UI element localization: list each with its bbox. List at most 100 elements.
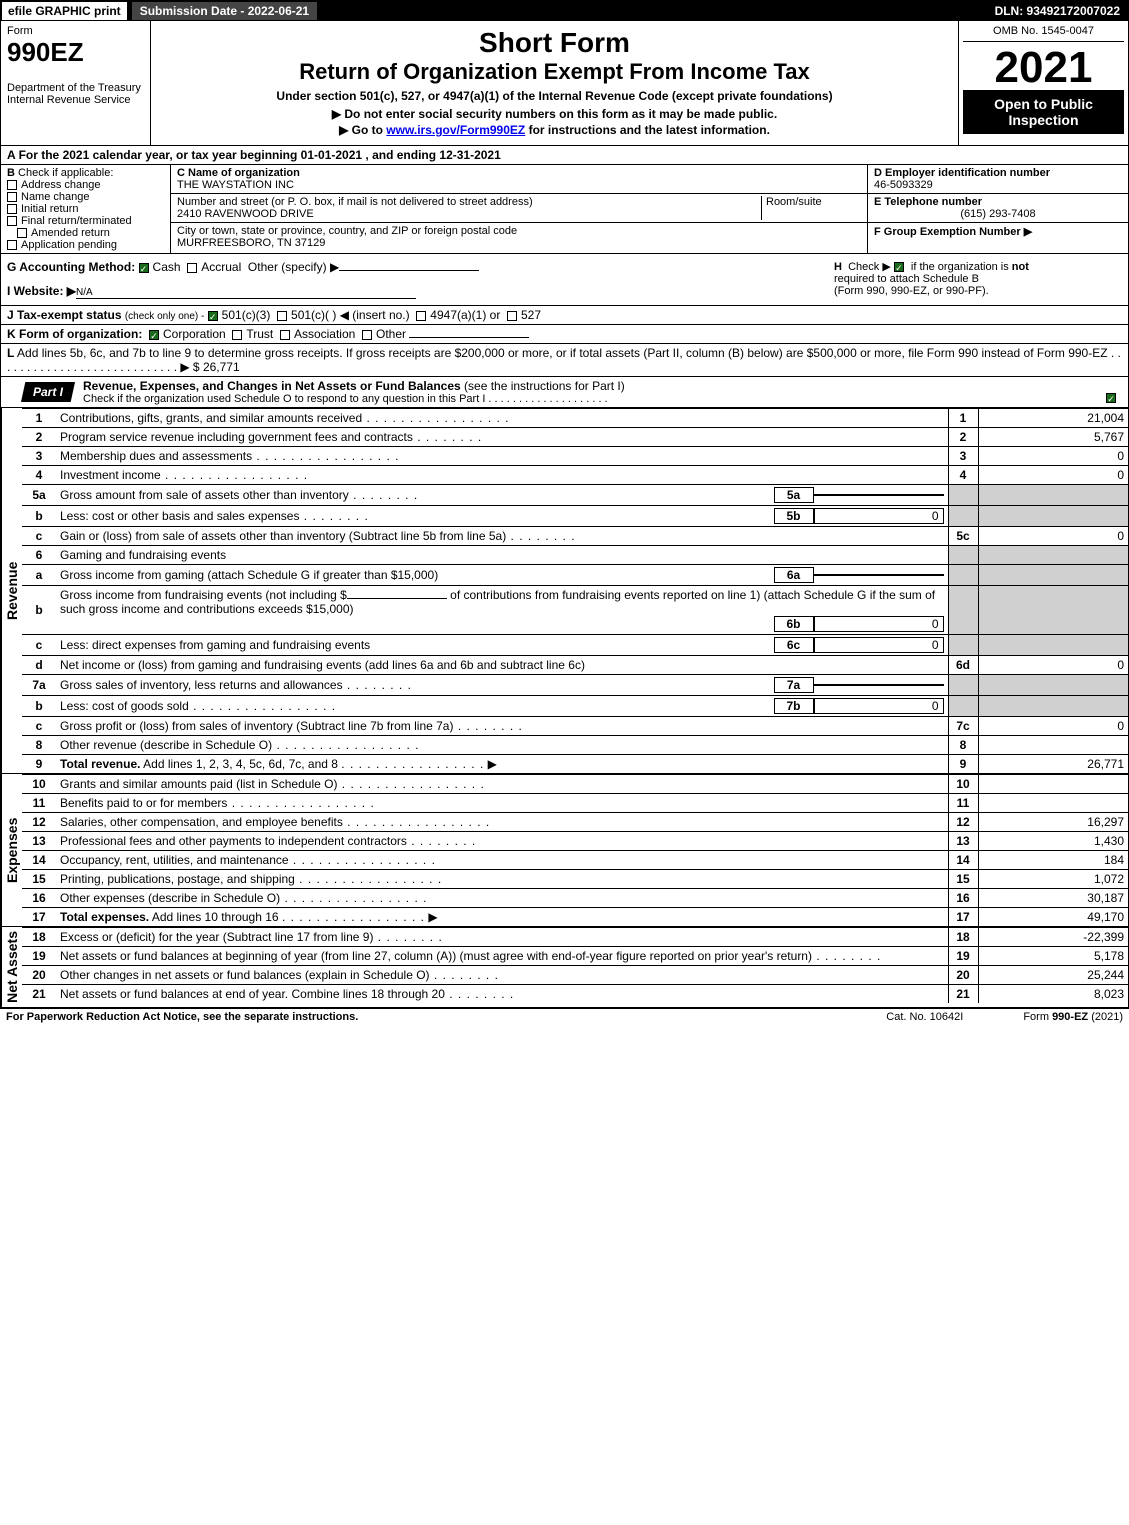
lb-501c: 501(c)( ) ◀ (insert no.) [291, 308, 410, 322]
r8-desc: Other revenue (describe in Schedule O) [56, 736, 948, 755]
r17-val: 49,170 [978, 908, 1128, 927]
cb-cash[interactable] [139, 263, 149, 273]
cb-application-pending[interactable] [7, 240, 17, 250]
lb-corporation: Corporation [163, 327, 226, 341]
row-13: 13Professional fees and other payments t… [22, 832, 1128, 851]
r6d-desc: Net income or (loss) from gaming and fun… [56, 656, 948, 675]
row-11: 11Benefits paid to or for members11 [22, 794, 1128, 813]
r6d-box: 6d [948, 656, 978, 675]
other-method-input[interactable] [339, 270, 479, 271]
r5a-sv [814, 494, 944, 496]
check-if-label: Check if applicable: [18, 167, 113, 179]
cb-amended-return[interactable] [17, 228, 27, 238]
footer-form-prefix: Form [1023, 1011, 1052, 1023]
cb-final-return[interactable] [7, 216, 17, 226]
r15-box: 15 [948, 870, 978, 889]
r11-box: 11 [948, 794, 978, 813]
cb-4947[interactable] [416, 311, 426, 321]
r20-desc: Other changes in net assets or fund bala… [56, 966, 948, 985]
website-label: I Website: ▶ [7, 284, 76, 298]
lb-address-change: Address change [21, 179, 101, 191]
part1-title: Revenue, Expenses, and Changes in Net As… [75, 377, 1128, 407]
row-6d: dNet income or (loss) from gaming and fu… [22, 656, 1128, 675]
r6b-blank[interactable] [347, 598, 447, 599]
other-org-input[interactable] [409, 337, 529, 338]
section-b: B Check if applicable: Address change Na… [1, 165, 171, 253]
dept-irs: Internal Revenue Service [7, 94, 144, 106]
cb-corporation[interactable] [149, 330, 159, 340]
netassets-section: Net Assets 18Excess or (deficit) for the… [1, 927, 1128, 1008]
cb-other-org[interactable] [362, 330, 372, 340]
cb-trust[interactable] [232, 330, 242, 340]
r2-val: 5,767 [978, 428, 1128, 447]
r5a-desc: Gross amount from sale of assets other t… [60, 488, 774, 502]
lb-association: Association [294, 327, 355, 341]
street-value: 2410 RAVENWOOD DRIVE [177, 208, 314, 220]
cb-schedule-o[interactable] [1106, 393, 1116, 403]
row-12: 12Salaries, other compensation, and empl… [22, 813, 1128, 832]
cb-association[interactable] [280, 330, 290, 340]
r1-num: 1 [22, 409, 56, 428]
h-not: not [1012, 261, 1029, 273]
footer-formno: Form 990-EZ (2021) [1023, 1011, 1123, 1023]
lb-amended-return: Amended return [31, 227, 110, 239]
r7a-desc: Gross sales of inventory, less returns a… [60, 678, 774, 692]
r11-num: 11 [22, 794, 56, 813]
r5b-desc: Less: cost or other basis and sales expe… [60, 509, 774, 523]
r10-num: 10 [22, 775, 56, 794]
r6c-num: c [22, 635, 56, 656]
cb-501c3[interactable] [208, 311, 218, 321]
header-right: OMB No. 1545-0047 2021 Open to Public In… [958, 21, 1128, 145]
r16-box: 16 [948, 889, 978, 908]
goto-prefix: ▶ Go to [339, 123, 386, 137]
r2-num: 2 [22, 428, 56, 447]
subtitle-section: Under section 501(c), 527, or 4947(a)(1)… [157, 89, 952, 103]
cb-name-change[interactable] [7, 192, 17, 202]
r21-box: 21 [948, 985, 978, 1004]
r19-box: 19 [948, 947, 978, 966]
r6a-box [948, 565, 978, 586]
r2-desc: Program service revenue including govern… [56, 428, 948, 447]
r6c-sb: 6c [774, 637, 814, 653]
h-label: H [834, 261, 842, 273]
cb-501c[interactable] [277, 311, 287, 321]
r18-val: -22,399 [978, 928, 1128, 947]
row-6: 6Gaming and fundraising events [22, 546, 1128, 565]
h-text1: Check ▶ [848, 261, 894, 273]
j-sub: (check only one) - [125, 311, 204, 322]
r7c-val: 0 [978, 717, 1128, 736]
l-value: 26,771 [203, 360, 240, 374]
r7b-box [948, 696, 978, 717]
r13-desc: Professional fees and other payments to … [56, 832, 948, 851]
r10-val [978, 775, 1128, 794]
section-a-label: A [7, 148, 15, 162]
row-2: 2Program service revenue including gover… [22, 428, 1128, 447]
cb-accrual[interactable] [187, 263, 197, 273]
header-left: Form 990EZ Department of the Treasury In… [1, 21, 151, 145]
cb-527[interactable] [507, 311, 517, 321]
r14-num: 14 [22, 851, 56, 870]
r6a-sb: 6a [774, 567, 814, 583]
cb-schedule-b[interactable] [894, 262, 904, 272]
footer-form-bold: 990-EZ [1052, 1011, 1088, 1023]
r6c-box [948, 635, 978, 656]
r3-val: 0 [978, 447, 1128, 466]
r12-box: 12 [948, 813, 978, 832]
lb-other-method: Other (specify) ▶ [248, 260, 339, 274]
r7c-desc: Gross profit or (loss) from sales of inv… [56, 717, 948, 736]
r1-box: 1 [948, 409, 978, 428]
r18-desc: Excess or (deficit) for the year (Subtra… [56, 928, 948, 947]
irs-link[interactable]: www.irs.gov/Form990EZ [386, 123, 525, 137]
street-label: Number and street (or P. O. box, if mail… [177, 196, 533, 208]
lb-527: 527 [521, 308, 541, 322]
cb-initial-return[interactable] [7, 204, 17, 214]
r7b-desc: Less: cost of goods sold [60, 699, 774, 713]
r12-num: 12 [22, 813, 56, 832]
cb-address-change[interactable] [7, 180, 17, 190]
r3-box: 3 [948, 447, 978, 466]
efile-print-label[interactable]: efile GRAPHIC print [1, 1, 128, 21]
r6d-num: d [22, 656, 56, 675]
footer: For Paperwork Reduction Act Notice, see … [0, 1009, 1129, 1025]
l-text: Add lines 5b, 6c, and 7b to line 9 to de… [7, 346, 1121, 374]
website-value: N/A [76, 287, 416, 299]
